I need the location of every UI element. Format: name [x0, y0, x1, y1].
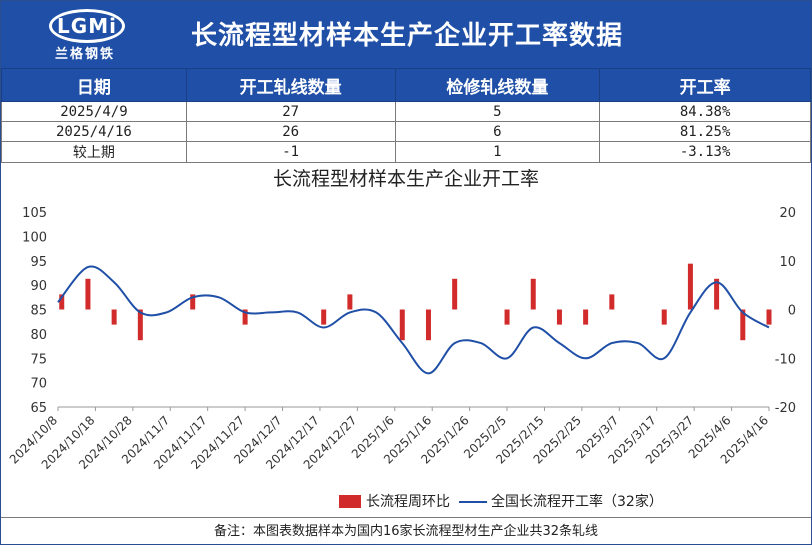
y-left-tick-label: 75: [30, 352, 47, 367]
y-right-tick-label: -20: [775, 401, 796, 416]
y-left-tick-label: 95: [30, 255, 47, 270]
table-row: 2025/4/9 27 5 84.38%: [1, 101, 811, 122]
cell-date: 2025/4/16: [1, 121, 187, 142]
page-title: 长流程型材样本生产企业开工率数据: [191, 21, 624, 51]
y-left-tick-label: 80: [30, 328, 47, 343]
bar-weekly-change: [321, 309, 327, 325]
y-left-tick-label: 90: [30, 279, 47, 294]
header-operating-rate: 开工率: [599, 68, 811, 102]
bar-weekly-change: [190, 294, 196, 310]
bar-weekly-change: [347, 294, 353, 310]
cell-maintenance-lines: 5: [394, 101, 601, 122]
table-header-row: 日期 开工轧线数量 检修轧线数量 开工率: [1, 68, 811, 102]
summary-table: 日期 开工轧线数量 检修轧线数量 开工率 2025/4/9 27 5 84.38…: [1, 68, 811, 163]
y-left-tick-label: 105: [22, 206, 47, 221]
y-right-tick-label: 20: [779, 206, 796, 221]
footer-note: 备注：本图表数据样本为国内16家长流程型材生产企业共32条轧线: [1, 517, 811, 544]
operating-rate-chart: 长流程型材样本生产企业开工率65707580859095100105-20-10…: [7, 168, 796, 510]
bar-weekly-change: [425, 309, 431, 341]
header-banner: LGMi 兰格钢铁 长流程型材样本生产企业开工率数据: [1, 1, 811, 68]
bar-weekly-change: [242, 309, 248, 325]
cell-operating-rate: 84.38%: [599, 101, 811, 122]
bar-weekly-change: [111, 309, 117, 325]
cell-date: 2025/4/9: [1, 101, 187, 122]
bar-weekly-change: [766, 309, 772, 325]
bar-weekly-change: [504, 309, 510, 325]
y-left-tick-label: 70: [30, 377, 47, 392]
bar-weekly-change: [137, 309, 143, 341]
y-right-tick-label: 10: [779, 255, 796, 270]
bar-weekly-change: [556, 309, 562, 325]
bar-weekly-change: [661, 309, 667, 325]
bar-weekly-change: [452, 278, 458, 310]
bar-weekly-change: [85, 278, 91, 310]
cell-operating-rate: -3.13%: [599, 141, 811, 163]
y-left-tick-label: 100: [22, 230, 47, 245]
header-running-lines: 开工轧线数量: [185, 68, 396, 102]
cell-running-lines: 26: [185, 121, 396, 142]
bar-weekly-change: [530, 278, 536, 310]
y-right-tick-label: 0: [788, 304, 796, 319]
header-date: 日期: [1, 68, 187, 102]
header-maintenance-lines: 检修轧线数量: [394, 68, 601, 102]
bar-weekly-change: [399, 309, 405, 341]
cell-running-lines: -1: [185, 141, 396, 163]
legend-line-label: 全国长流程开工率（32家）: [491, 493, 663, 510]
line-operating-rate: [57, 265, 770, 375]
cell-date: 较上期: [1, 141, 187, 163]
cell-running-lines: 27: [185, 101, 396, 122]
table-row: 较上期 -1 1 -3.13%: [1, 141, 811, 163]
table-row: 2025/4/16 26 6 81.25%: [1, 121, 811, 142]
legend-bar-swatch: [339, 495, 361, 508]
logo-mark: LGMi: [49, 9, 125, 43]
legend-bar-label: 长流程周环比: [366, 494, 450, 510]
cell-operating-rate: 81.25%: [599, 121, 811, 142]
bar-weekly-change: [59, 294, 65, 310]
bar-weekly-change: [583, 309, 589, 325]
logo-cn-text: 兰格钢铁: [54, 47, 115, 62]
y-left-tick-label: 85: [30, 304, 47, 319]
y-left-tick-label: 65: [30, 401, 47, 416]
cell-maintenance-lines: 6: [394, 121, 601, 142]
bar-weekly-change: [740, 309, 746, 341]
cell-maintenance-lines: 1: [394, 141, 601, 163]
chart-title: 长流程型材样本生产企业开工率: [273, 168, 539, 190]
y-right-tick-label: -10: [775, 352, 796, 367]
bar-weekly-change: [714, 278, 720, 310]
bar-weekly-change: [609, 294, 615, 310]
bar-weekly-change: [687, 263, 693, 310]
company-logo: LGMi 兰格钢铁: [29, 7, 139, 63]
